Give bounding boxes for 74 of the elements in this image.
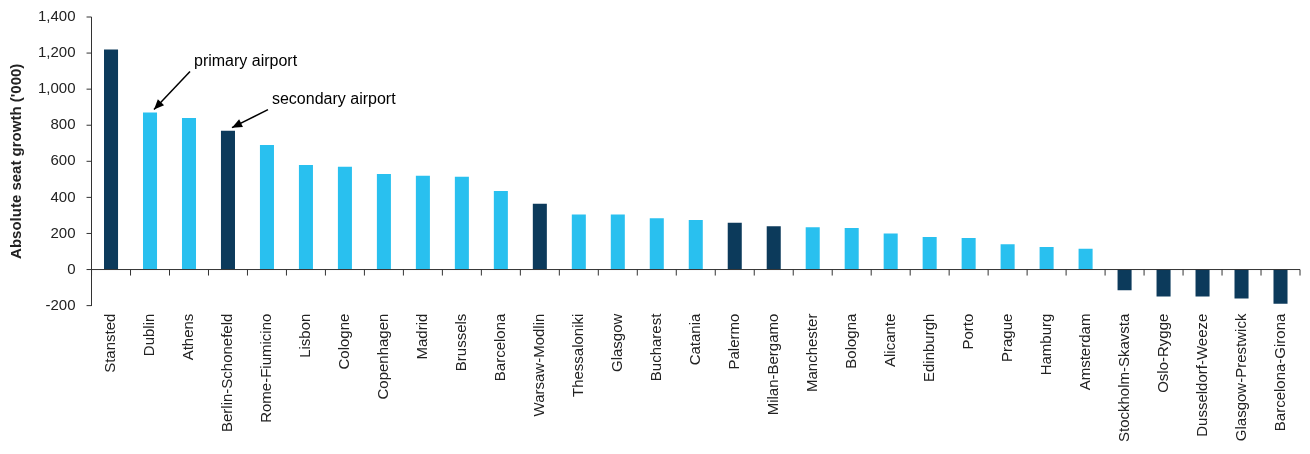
y-tick-label: 800 xyxy=(50,115,76,133)
x-tick-label: Brussels xyxy=(452,313,470,372)
x-tick-label: Rome-Fiumicino xyxy=(257,313,275,423)
y-tick-label: 200 xyxy=(50,223,76,241)
annotation: secondary airport xyxy=(271,90,397,108)
bar xyxy=(259,145,274,270)
x-tick-label: Oslo-Rygge xyxy=(1153,313,1171,393)
bar xyxy=(805,227,820,270)
y-tick-label: 1,200 xyxy=(37,43,76,61)
x-tick-label: Dublin xyxy=(140,313,158,357)
x-tick-label: Catania xyxy=(685,312,703,366)
x-tick-label: Bologna xyxy=(841,312,859,369)
bar xyxy=(1039,247,1054,270)
x-tick-label: Madrid xyxy=(413,313,431,360)
y-tick-label: -200 xyxy=(45,295,76,313)
bar xyxy=(961,237,976,270)
bar xyxy=(922,237,937,270)
x-tick-label: Glasgow xyxy=(607,313,625,372)
bar xyxy=(220,130,235,270)
bar xyxy=(844,228,859,270)
bar xyxy=(1156,269,1171,297)
bar xyxy=(1000,244,1015,270)
x-tick-label: Amsterdam xyxy=(1075,313,1093,391)
x-tick-label: Palermo xyxy=(724,313,742,370)
bar xyxy=(610,214,625,270)
x-tick-label: Hamburg xyxy=(1036,313,1054,376)
x-tick-label: Barcelona-Girona xyxy=(1270,312,1288,432)
x-tick-label: Copenhagen xyxy=(374,313,392,400)
bar xyxy=(727,222,742,270)
x-tick-label: Bucharest xyxy=(646,312,664,382)
bar xyxy=(142,112,158,270)
annotation: primary airport xyxy=(194,52,298,70)
bar xyxy=(298,164,313,270)
x-tick-label: Berlin-Schonefeld xyxy=(218,313,236,433)
y-axis-title: Absolute seat growth ('000) xyxy=(7,63,25,259)
bar xyxy=(883,233,898,270)
x-tick-label: Stockholm-Skavsta xyxy=(1114,312,1132,443)
bar xyxy=(688,219,703,270)
bar xyxy=(454,176,469,270)
bar xyxy=(571,214,586,270)
x-tick-label: Manchester xyxy=(802,313,820,392)
bar xyxy=(104,49,119,270)
x-tick-label: Thessaloniki xyxy=(568,313,586,397)
bar xyxy=(1273,269,1288,304)
y-tick-label: 1,400 xyxy=(37,7,76,25)
y-tick-label: 0 xyxy=(67,259,76,277)
bar xyxy=(649,218,664,270)
bar xyxy=(1234,269,1249,299)
bar xyxy=(766,226,781,270)
x-tick-label: Athens xyxy=(179,313,197,361)
x-tick-label: Porto xyxy=(958,313,976,350)
x-tick-label: Dusseldorf-Weeze xyxy=(1192,313,1210,437)
bar xyxy=(1078,248,1093,270)
x-tick-label: Lisbon xyxy=(296,313,314,358)
bar xyxy=(493,191,508,270)
x-tick-label: Cologne xyxy=(335,313,353,370)
x-tick-label: Barcelona xyxy=(491,312,508,382)
x-tick-label: Stansted xyxy=(101,313,119,373)
bar xyxy=(532,203,547,270)
bar xyxy=(1195,269,1210,297)
x-tick-label: Glasgow-Prestwick xyxy=(1231,313,1249,442)
x-tick-label: Warsaw-Modlin xyxy=(529,313,547,417)
bar xyxy=(181,118,197,270)
x-tick-label: Edinburgh xyxy=(919,313,937,383)
x-tick-label: Milan-Bergamo xyxy=(763,313,781,416)
y-tick-label: 1,000 xyxy=(37,79,76,97)
bar xyxy=(1117,269,1132,291)
bar xyxy=(337,166,352,270)
bar xyxy=(376,173,391,270)
x-tick-label: Prague xyxy=(997,313,1015,362)
x-tick-label: Alicante xyxy=(880,313,898,367)
y-tick-label: 600 xyxy=(50,151,76,169)
bar xyxy=(415,175,430,270)
y-tick-label: 400 xyxy=(50,187,76,205)
